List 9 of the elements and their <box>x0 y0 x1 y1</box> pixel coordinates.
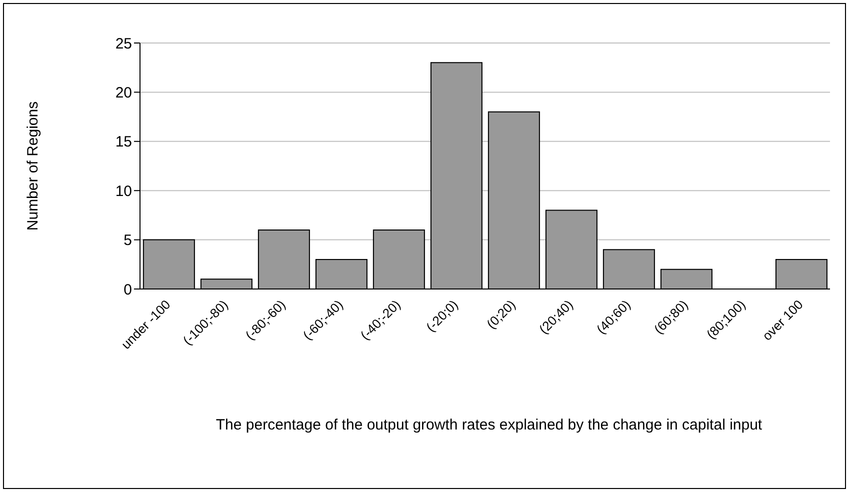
y-tick-label: 20 <box>115 84 132 102</box>
y-tick-label: 5 <box>124 232 132 250</box>
y-tick-label: 15 <box>115 134 132 151</box>
y-tick-label: 25 <box>115 35 132 52</box>
x-axis-title: The percentage of the output growth rates explained by the change in capital input <box>216 416 763 434</box>
y-tick-label: 0 <box>124 281 132 298</box>
y-axis-title: Number of Regions <box>24 101 42 231</box>
y-tick-label: 10 <box>115 182 132 200</box>
x-tick-label: over 100 <box>759 296 806 344</box>
